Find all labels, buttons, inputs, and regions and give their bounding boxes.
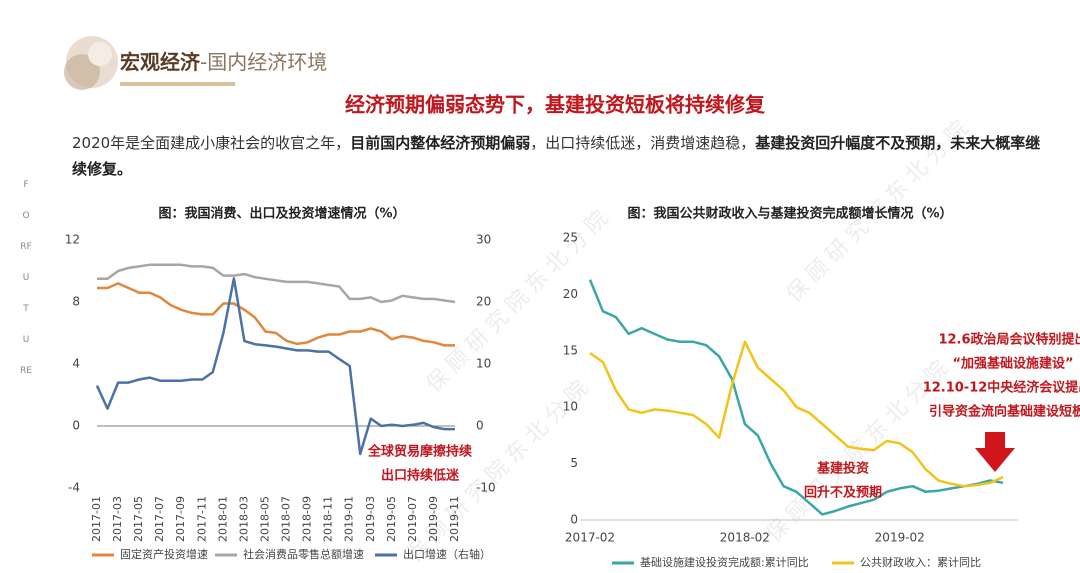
chart-title: 图：我国公共财政收入与基建投资完成额增长情况（%） <box>627 206 952 222</box>
y-tick-label: 20 <box>563 287 578 301</box>
y-tick-label: 4 <box>72 357 80 371</box>
chart-title: 图：我国消费、出口及投资增速情况（%） <box>158 206 405 222</box>
annotation: 全球贸易摩擦持续 <box>367 444 472 460</box>
x-tick-label: 2018-02 <box>720 531 770 545</box>
legend-label: 出口增速（右轴） <box>403 547 491 561</box>
y-tick-label: 25 <box>563 231 578 245</box>
title-sub: -国内经济环境 <box>200 50 327 74</box>
legend-label: 基础设施建设投资完成额:累计同比 <box>640 555 809 569</box>
x-tick-label: 2018-09 <box>301 496 314 542</box>
y-tick-label: 12 <box>65 233 80 247</box>
annotation: 基建投资 <box>816 461 869 477</box>
section-title: 宏观经济-国内经济环境 <box>120 50 327 74</box>
x-tick-label: 2018-07 <box>280 496 293 542</box>
x-tick-label: 2019-11 <box>448 496 461 542</box>
x-tick-label: 2017-01 <box>90 496 103 542</box>
series-line <box>97 282 455 347</box>
annotation: 出口持续低迷 <box>381 468 460 484</box>
paragraph-segment: 基建投资回升幅度不及预期，未来大概率继续修复。 <box>72 134 1041 178</box>
x-tick-label: 2018-01 <box>216 496 229 542</box>
paragraph-segment: 2020年是全面建成小康社会的收官之年， <box>72 134 351 152</box>
x-tick-label: 2019-03 <box>364 496 377 542</box>
y-tick-label: 0 <box>570 513 578 527</box>
paragraph-segment: 目前国内整体经济预期偏弱 <box>350 134 531 152</box>
x-tick-label: 2019-09 <box>427 496 440 542</box>
y-tick-label: 15 <box>563 343 578 357</box>
y-tick-label: 10 <box>563 400 578 414</box>
x-tick-label: 2018-05 <box>258 496 271 542</box>
x-tick-label: 2018-11 <box>322 496 335 542</box>
series-line <box>95 277 455 456</box>
paragraph-segment: ，出口持续低迷，消费增速趋稳， <box>530 134 756 152</box>
legend-label: 公共财政收入：累计同比 <box>860 555 981 569</box>
legend-label: 固定资产投资增速 <box>120 547 208 561</box>
x-tick-label: 2019-01 <box>343 496 356 542</box>
annotation: 12.6政治局会议特别提出 <box>938 332 1080 348</box>
x-tick-label: 2018-03 <box>237 496 250 542</box>
deco-circle <box>64 54 100 90</box>
y2-tick-label: 0 <box>476 419 484 433</box>
watermark: 保顾研究院东北分院 <box>422 202 618 398</box>
y-tick-label: 5 <box>570 456 578 470</box>
paragraph: 2020年是全面建成小康社会的收官之年，目前国内整体经济预期偏弱，出口持续低迷，… <box>72 130 1047 182</box>
title-main: 宏观经济 <box>120 50 201 74</box>
headline: 经济预期偏弱态势下，基建投资短板将持续修复 <box>345 93 766 117</box>
y2-tick-label: 20 <box>476 295 491 309</box>
deco-circle <box>88 42 112 66</box>
x-tick-label: 2019-07 <box>406 496 419 542</box>
side-text: FORFUTURE <box>20 180 32 376</box>
annotation: “加强基础设施建设” <box>952 356 1073 372</box>
legend-label: 社会消费品零售总额增速 <box>243 547 364 561</box>
y2-tick-label: 10 <box>476 357 491 371</box>
series-line <box>97 263 456 304</box>
title-underline <box>120 82 235 86</box>
y2-tick-label: -10 <box>476 481 496 495</box>
y2-tick-label: 30 <box>476 233 491 247</box>
x-tick-label: 2017-03 <box>111 496 124 542</box>
annotation: 12.10-12中央经济会议提出 <box>923 380 1080 396</box>
x-tick-label: 2017-05 <box>132 496 145 542</box>
x-tick-label: 2017-09 <box>174 496 187 542</box>
annotation: 回升不及预期 <box>804 485 882 501</box>
x-tick-label: 2019-02 <box>875 531 925 545</box>
x-tick-label: 2017-07 <box>153 496 166 542</box>
y-tick-label: 8 <box>72 295 80 309</box>
y-tick-label: -4 <box>68 481 80 495</box>
y-tick-label: 0 <box>72 419 80 433</box>
x-tick-label: 2017-02 <box>565 531 615 545</box>
series-line <box>589 340 1004 488</box>
series-line <box>588 279 1004 516</box>
annotation: 引导资金流向基础建设短板 <box>929 404 1080 420</box>
x-tick-label: 2019-05 <box>385 496 398 542</box>
arrow <box>975 432 1015 472</box>
x-tick-label: 2017-11 <box>195 496 208 542</box>
